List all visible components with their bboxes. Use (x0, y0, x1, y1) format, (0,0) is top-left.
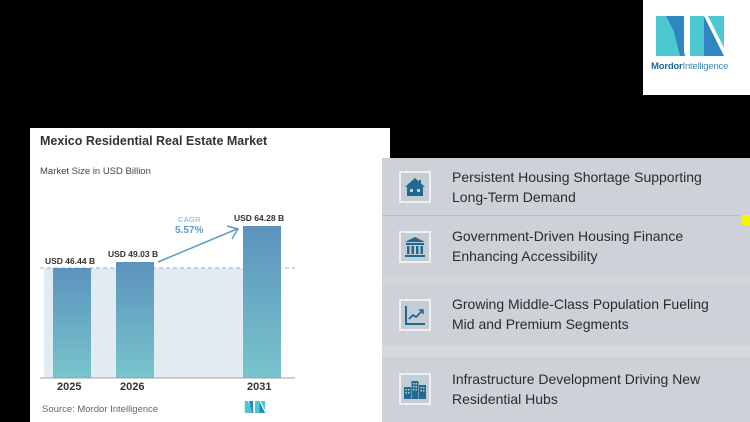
bar-value-label-2025: USD 46.44 B (45, 256, 96, 266)
x-tick-2026: 2026 (120, 381, 145, 393)
bar-value-label-2026: USD 49.03 B (108, 249, 159, 259)
logo-brand-bold: Mordor (651, 61, 683, 72)
cagr-arrow-head (226, 225, 240, 240)
cagr-label: CAGR (178, 215, 201, 224)
driver-line-1: Infrastructure Development Driving New (452, 371, 701, 387)
driver-line-2: Residential Hubs (452, 391, 558, 407)
x-tick-2025: 2025 (57, 381, 82, 393)
driver-line-1: Persistent Housing Shortage Supporting (452, 169, 702, 185)
city-buildings-icon (399, 373, 431, 405)
bar-value-label-2031: USD 64.28 B (234, 213, 285, 223)
driver-item-housing-shortage: Persistent Housing Shortage Supporting L… (382, 158, 750, 216)
bar-2026 (116, 262, 154, 378)
driver-item-middle-class: Growing Middle-Class Population Fueling … (382, 285, 750, 345)
source-logo-icon (244, 401, 266, 413)
brand-logo: MordorIntelligence (643, 0, 750, 95)
growth-chart-icon (399, 299, 431, 331)
chart-source: Source: Mordor Intelligence (42, 404, 159, 415)
cagr-value: 5.57% (175, 225, 204, 236)
bar-2025 (53, 268, 91, 378)
bar-chart-plot (40, 225, 295, 379)
row-separator (382, 277, 750, 285)
house-icon (399, 171, 431, 203)
driver-item-infrastructure: Infrastructure Development Driving New R… (382, 357, 750, 422)
bank-building-icon (399, 231, 431, 263)
logo-brand-light: Intelligence (682, 61, 729, 72)
driver-line-1: Government-Driven Housing Finance (452, 228, 684, 244)
chart-subtitle: Market Size in USD Billion (40, 166, 151, 177)
chart-title: Mexico Residential Real Estate Market (40, 134, 268, 148)
row-separator (382, 345, 750, 357)
driver-item-housing-finance: Government-Driven Housing Finance Enhanc… (382, 217, 750, 277)
mordor-logo-mark-icon (656, 16, 724, 56)
highlight-marker (741, 215, 750, 225)
market-drivers-panel: Persistent Housing Shortage Supporting L… (382, 158, 750, 422)
logo-wordmark: MordorIntelligence (651, 61, 728, 72)
market-size-chart-card: Mexico Residential Real Estate Market Ma… (30, 128, 390, 422)
driver-line-2: Enhancing Accessibility (452, 248, 598, 264)
driver-line-2: Long-Term Demand (452, 189, 576, 205)
driver-line-1: Growing Middle-Class Population Fueling (452, 296, 709, 312)
driver-line-2: Mid and Premium Segments (452, 316, 629, 332)
cagr-arrow-line (157, 228, 238, 263)
bar-2031 (243, 226, 281, 378)
x-tick-2031: 2031 (247, 381, 272, 393)
